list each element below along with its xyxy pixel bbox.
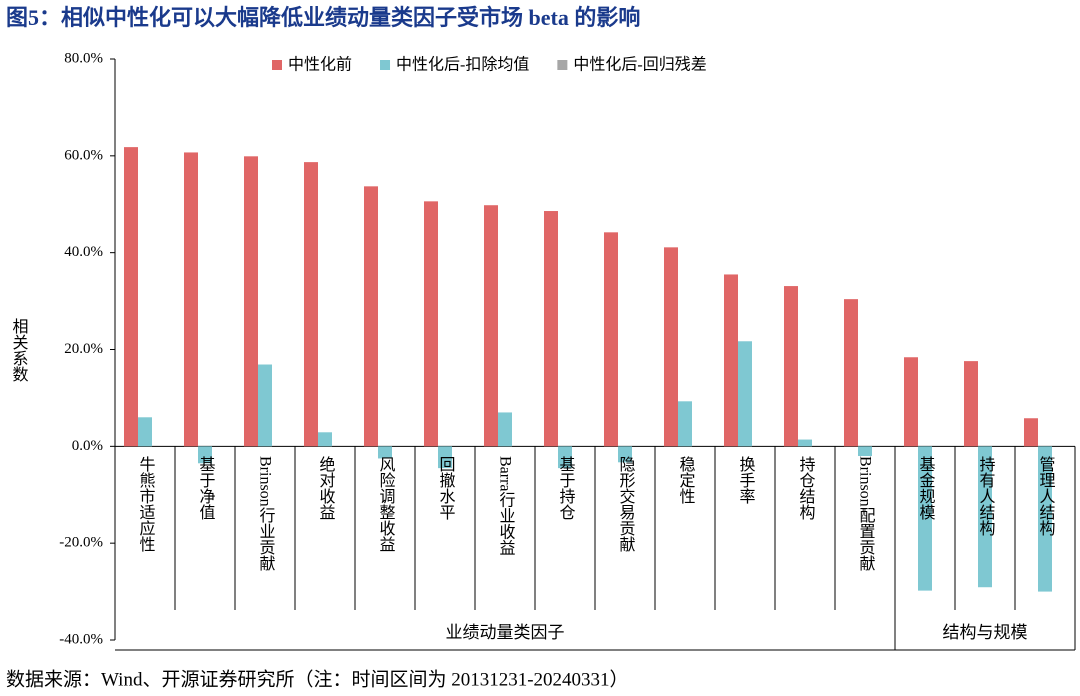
- bar: [964, 361, 978, 447]
- y-tick-label: 80.0%: [64, 50, 103, 66]
- group-label: 结构与规模: [943, 623, 1028, 642]
- legend-swatch: [557, 60, 568, 70]
- x-tick-label: 基于净值: [197, 456, 216, 520]
- bar: [664, 247, 678, 447]
- chart-title: 图5：相似中性化可以大幅降低业绩动量类因子受市场 beta 的影响: [6, 5, 640, 30]
- bar: [784, 286, 798, 447]
- bar: [364, 186, 378, 447]
- source-note: 数据来源：Wind、开源证券研究所（注：时间区间为 20131231-20240…: [6, 668, 629, 690]
- x-tick-label: 持仓结构: [797, 456, 816, 521]
- legend-swatch: [380, 60, 391, 70]
- bar: [484, 205, 498, 447]
- bar: [844, 299, 858, 447]
- x-tick-label: 稳定性: [677, 456, 696, 504]
- x-tick-label: 绝对收益: [317, 456, 336, 520]
- bar: [124, 147, 138, 447]
- bar: [378, 446, 392, 459]
- bar: [1024, 418, 1038, 447]
- x-tick-label: 持有人结构: [977, 456, 996, 537]
- bar: [918, 446, 932, 591]
- bar: [604, 232, 618, 447]
- x-tick-label: Barra行业收益: [497, 456, 516, 556]
- y-tick-label: 60.0%: [64, 147, 103, 163]
- bar: [318, 432, 332, 447]
- legend-label: 中性化前: [288, 56, 352, 74]
- x-tick-label: 基于持仓: [557, 456, 576, 520]
- x-tick-label: Brinson配置贡献: [857, 456, 876, 572]
- bar: [498, 412, 512, 447]
- bar: [738, 341, 752, 447]
- x-tick-label: 换手率: [737, 456, 756, 504]
- bar: [544, 211, 558, 447]
- y-tick-label: 0.0%: [72, 438, 103, 454]
- x-tick-label: 回撤水平: [437, 456, 456, 520]
- bar: [304, 162, 318, 447]
- bar: [184, 152, 198, 447]
- bar: [424, 201, 438, 447]
- x-tick-label: 隐形交易贡献: [617, 456, 636, 553]
- bar: [724, 274, 738, 447]
- y-tick-label: 20.0%: [64, 341, 103, 357]
- bar: [138, 417, 152, 447]
- x-tick-label: 牛熊市适应性: [137, 456, 156, 552]
- bar: [618, 446, 632, 463]
- x-tick-label: 管理人结构: [1037, 456, 1056, 537]
- bar: [978, 446, 992, 588]
- legend-label: 中性化后-扣除均值: [396, 56, 529, 74]
- bar: [558, 446, 572, 469]
- bar: [244, 156, 258, 447]
- x-tick-label: 风险调整收益: [377, 456, 396, 552]
- bar: [858, 446, 872, 457]
- bar: [438, 446, 452, 469]
- bar: [798, 439, 812, 447]
- group-label: 业绩动量类因子: [446, 623, 565, 642]
- bar: [198, 446, 212, 464]
- bar: [904, 357, 918, 447]
- legend-label: 中性化后-回归残差: [573, 56, 706, 74]
- bar: [1038, 446, 1052, 592]
- x-tick-label: 基金规模: [917, 456, 936, 520]
- bar: [678, 401, 692, 447]
- bar: [258, 364, 272, 447]
- x-tick-label: Brinson行业贡献: [257, 456, 276, 572]
- y-tick-label: 40.0%: [64, 244, 103, 260]
- legend-swatch: [272, 60, 282, 70]
- y-axis-label: 相关系数: [10, 318, 29, 382]
- y-tick-label: -40.0%: [59, 631, 103, 647]
- y-tick-label: -20.0%: [59, 535, 103, 551]
